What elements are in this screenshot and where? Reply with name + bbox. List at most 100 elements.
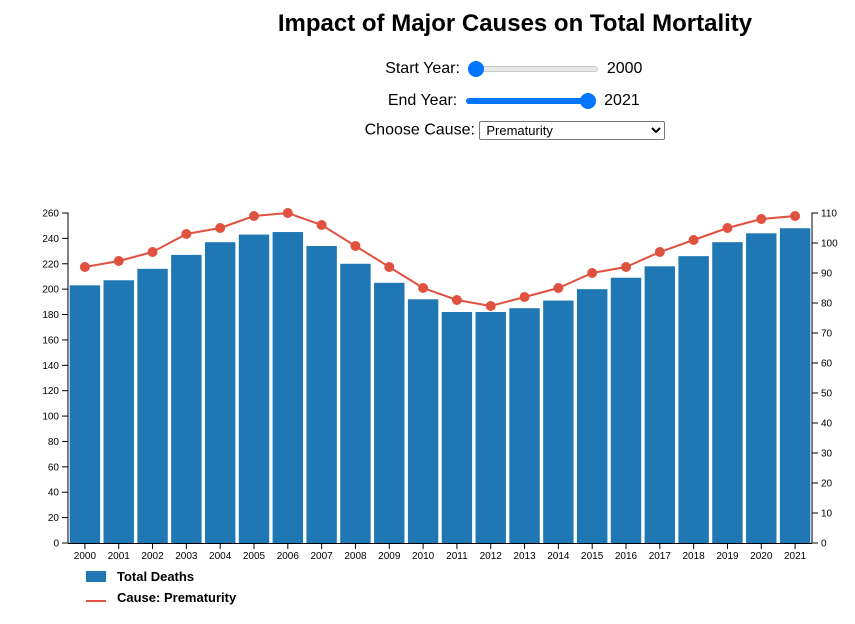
- left-tick-label: 0: [53, 539, 59, 550]
- point-prematurity-2006: [282, 208, 293, 218]
- right-tick-label: 10: [821, 509, 833, 520]
- left-tick-label: 240: [42, 234, 59, 245]
- left-tick-label: 100: [42, 412, 59, 423]
- x-tick: 2009: [378, 543, 401, 562]
- end-year-slider[interactable]: [465, 93, 596, 109]
- right-tick: 50: [812, 389, 833, 400]
- x-tick-label: 2011: [446, 551, 468, 562]
- end-year-label: End Year:: [387, 92, 458, 110]
- x-tick-label: 2014: [547, 551, 570, 562]
- x-tick: 2021: [784, 543, 807, 562]
- x-tick: 2016: [615, 543, 638, 562]
- x-tick-label: 2006: [277, 551, 300, 562]
- x-tick: 2008: [344, 543, 367, 562]
- bar-total-deaths-2019: [712, 242, 743, 543]
- point-prematurity-2007: [316, 220, 327, 230]
- x-tick-label: 2012: [480, 551, 503, 562]
- point-prematurity-2009: [384, 262, 395, 272]
- cause-label: Choose Cause:: [364, 121, 475, 139]
- left-tick-label: 260: [42, 209, 59, 220]
- start-year-label: Start Year:: [385, 60, 460, 78]
- x-tick-label: 2021: [784, 551, 807, 562]
- bar-total-deaths-2018: [678, 256, 709, 543]
- x-tick-label: 2000: [74, 551, 97, 562]
- point-prematurity-2005: [249, 211, 259, 221]
- left-tick-label: 160: [42, 335, 59, 346]
- point-prematurity-2003: [181, 229, 192, 239]
- x-tick: 2010: [412, 543, 435, 562]
- bar-total-deaths-2010: [407, 299, 439, 543]
- left-tick-label: 220: [42, 259, 59, 270]
- end-year-control: End Year: 2021: [0, 92, 855, 110]
- bar-total-deaths-2006: [272, 232, 304, 544]
- end-year-slider-fill: [465, 98, 588, 104]
- bar-total-deaths-2021: [779, 228, 811, 543]
- right-tick-label: 70: [821, 329, 833, 340]
- bar-total-deaths-2011: [441, 312, 473, 543]
- left-tick: 160: [42, 335, 68, 346]
- bar-total-deaths-2013: [509, 308, 540, 543]
- x-tick: 2017: [649, 543, 671, 562]
- x-tick: 2002: [141, 543, 164, 562]
- x-tick-label: 2008: [344, 551, 367, 562]
- bar-total-deaths-2008: [340, 263, 371, 543]
- x-tick: 2001: [108, 543, 131, 562]
- right-tick: 60: [812, 359, 833, 370]
- right-tick: 0: [812, 539, 827, 550]
- start-year-slider-thumb[interactable]: [468, 61, 485, 77]
- legend: Total Deaths Cause: Prematurity: [86, 569, 237, 605]
- right-tick: 100: [812, 239, 838, 250]
- point-prematurity-2012: [485, 301, 496, 311]
- right-tick-label: 30: [821, 449, 833, 460]
- right-y-axis: 0 10 20 30 40 50 60 70 80 90 100 110: [811, 209, 838, 550]
- right-tick-label: 50: [821, 389, 833, 400]
- cause-select[interactable]: Prematurity: [479, 121, 666, 140]
- bar-total-deaths-2002: [137, 268, 168, 543]
- point-prematurity-2016: [621, 262, 631, 272]
- left-tick-label: 200: [42, 285, 59, 296]
- end-year-slider-thumb[interactable]: [579, 93, 596, 109]
- left-y-axis: 0 20 40 60 80 100 120 140 160 180 200 220 240 260: [42, 209, 69, 550]
- point-prematurity-2004: [215, 223, 226, 233]
- point-prematurity-2014: [553, 283, 564, 293]
- left-tick: 180: [42, 310, 68, 321]
- x-tick-label: 2020: [750, 551, 773, 562]
- right-tick: 80: [812, 299, 833, 310]
- right-tick-label: 100: [821, 239, 838, 250]
- right-tick: 20: [812, 479, 833, 490]
- x-tick: 2000: [74, 543, 97, 562]
- x-tick-label: 2007: [311, 551, 334, 562]
- chart-title: Impact of Major Causes on Total Mortalit…: [277, 10, 753, 37]
- start-year-control: Start Year: 2000: [0, 60, 855, 78]
- bar-total-deaths-2016: [610, 277, 642, 543]
- right-tick: 10: [812, 509, 833, 520]
- bar-total-deaths-2003: [171, 254, 202, 543]
- legend-swatch-total-deaths: [86, 571, 106, 582]
- start-year-slider[interactable]: [468, 61, 599, 77]
- x-tick-label: 2019: [716, 551, 739, 562]
- right-tick: 90: [812, 269, 833, 280]
- x-tick-label: 2002: [141, 551, 164, 562]
- x-tick-label: 2013: [513, 551, 536, 562]
- x-tick-label: 2003: [175, 551, 198, 562]
- left-tick-label: 120: [42, 386, 59, 397]
- bar-total-deaths-2012: [475, 312, 506, 543]
- left-tick-label: 60: [48, 462, 60, 473]
- left-tick: 120: [42, 386, 68, 397]
- point-prematurity-2011: [451, 295, 462, 305]
- right-tick-label: 20: [821, 479, 833, 490]
- x-tick-label: 2001: [108, 551, 131, 562]
- right-tick: 70: [812, 329, 833, 340]
- legend-label-prematurity: Cause: Prematurity: [117, 590, 237, 605]
- x-axis: 2000 2001 2002 2003 2004 2005 2006 2007 2008 2009…: [68, 543, 812, 562]
- left-tick-label: 180: [42, 310, 59, 321]
- right-tick: 110: [812, 209, 837, 220]
- x-tick: 2004: [209, 543, 232, 562]
- right-tick-label: 80: [821, 299, 833, 310]
- point-prematurity-2021: [790, 211, 801, 221]
- x-tick-label: 2010: [412, 551, 435, 562]
- bar-total-deaths-2005: [238, 234, 270, 544]
- line-prematurity: [84, 211, 796, 308]
- right-tick-label: 60: [821, 359, 833, 370]
- x-tick: 2012: [480, 543, 503, 562]
